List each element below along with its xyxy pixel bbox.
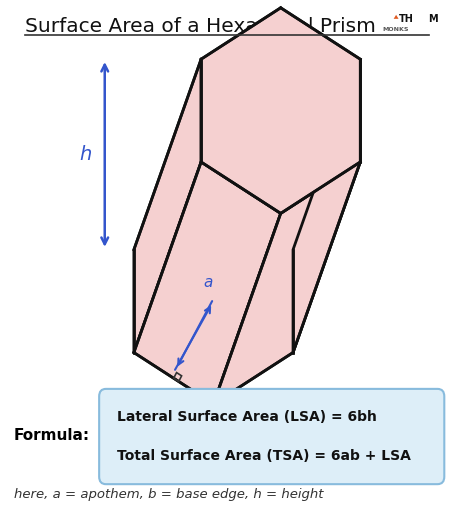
Text: Formula:: Formula: [14, 428, 90, 443]
Polygon shape [213, 8, 360, 250]
Polygon shape [134, 59, 201, 352]
Polygon shape [293, 59, 360, 352]
Polygon shape [201, 8, 360, 213]
Text: M: M [428, 14, 438, 24]
Text: a: a [203, 275, 213, 289]
Text: b: b [208, 440, 219, 458]
Text: h: h [80, 145, 92, 164]
FancyBboxPatch shape [99, 389, 444, 484]
Polygon shape [134, 8, 281, 250]
Text: TH: TH [399, 14, 413, 24]
Text: Surface Area of a Hexagonal Prism: Surface Area of a Hexagonal Prism [25, 17, 376, 36]
Polygon shape [134, 162, 281, 404]
Polygon shape [393, 15, 399, 19]
Text: MONKS: MONKS [383, 27, 410, 32]
Text: Total Surface Area (TSA) = 6ab + LSA: Total Surface Area (TSA) = 6ab + LSA [117, 449, 411, 462]
Polygon shape [213, 162, 360, 404]
Text: here, a = apothem, b = base edge, h = height: here, a = apothem, b = base edge, h = he… [14, 488, 323, 501]
Text: Lateral Surface Area (LSA) = 6bh: Lateral Surface Area (LSA) = 6bh [117, 411, 377, 424]
